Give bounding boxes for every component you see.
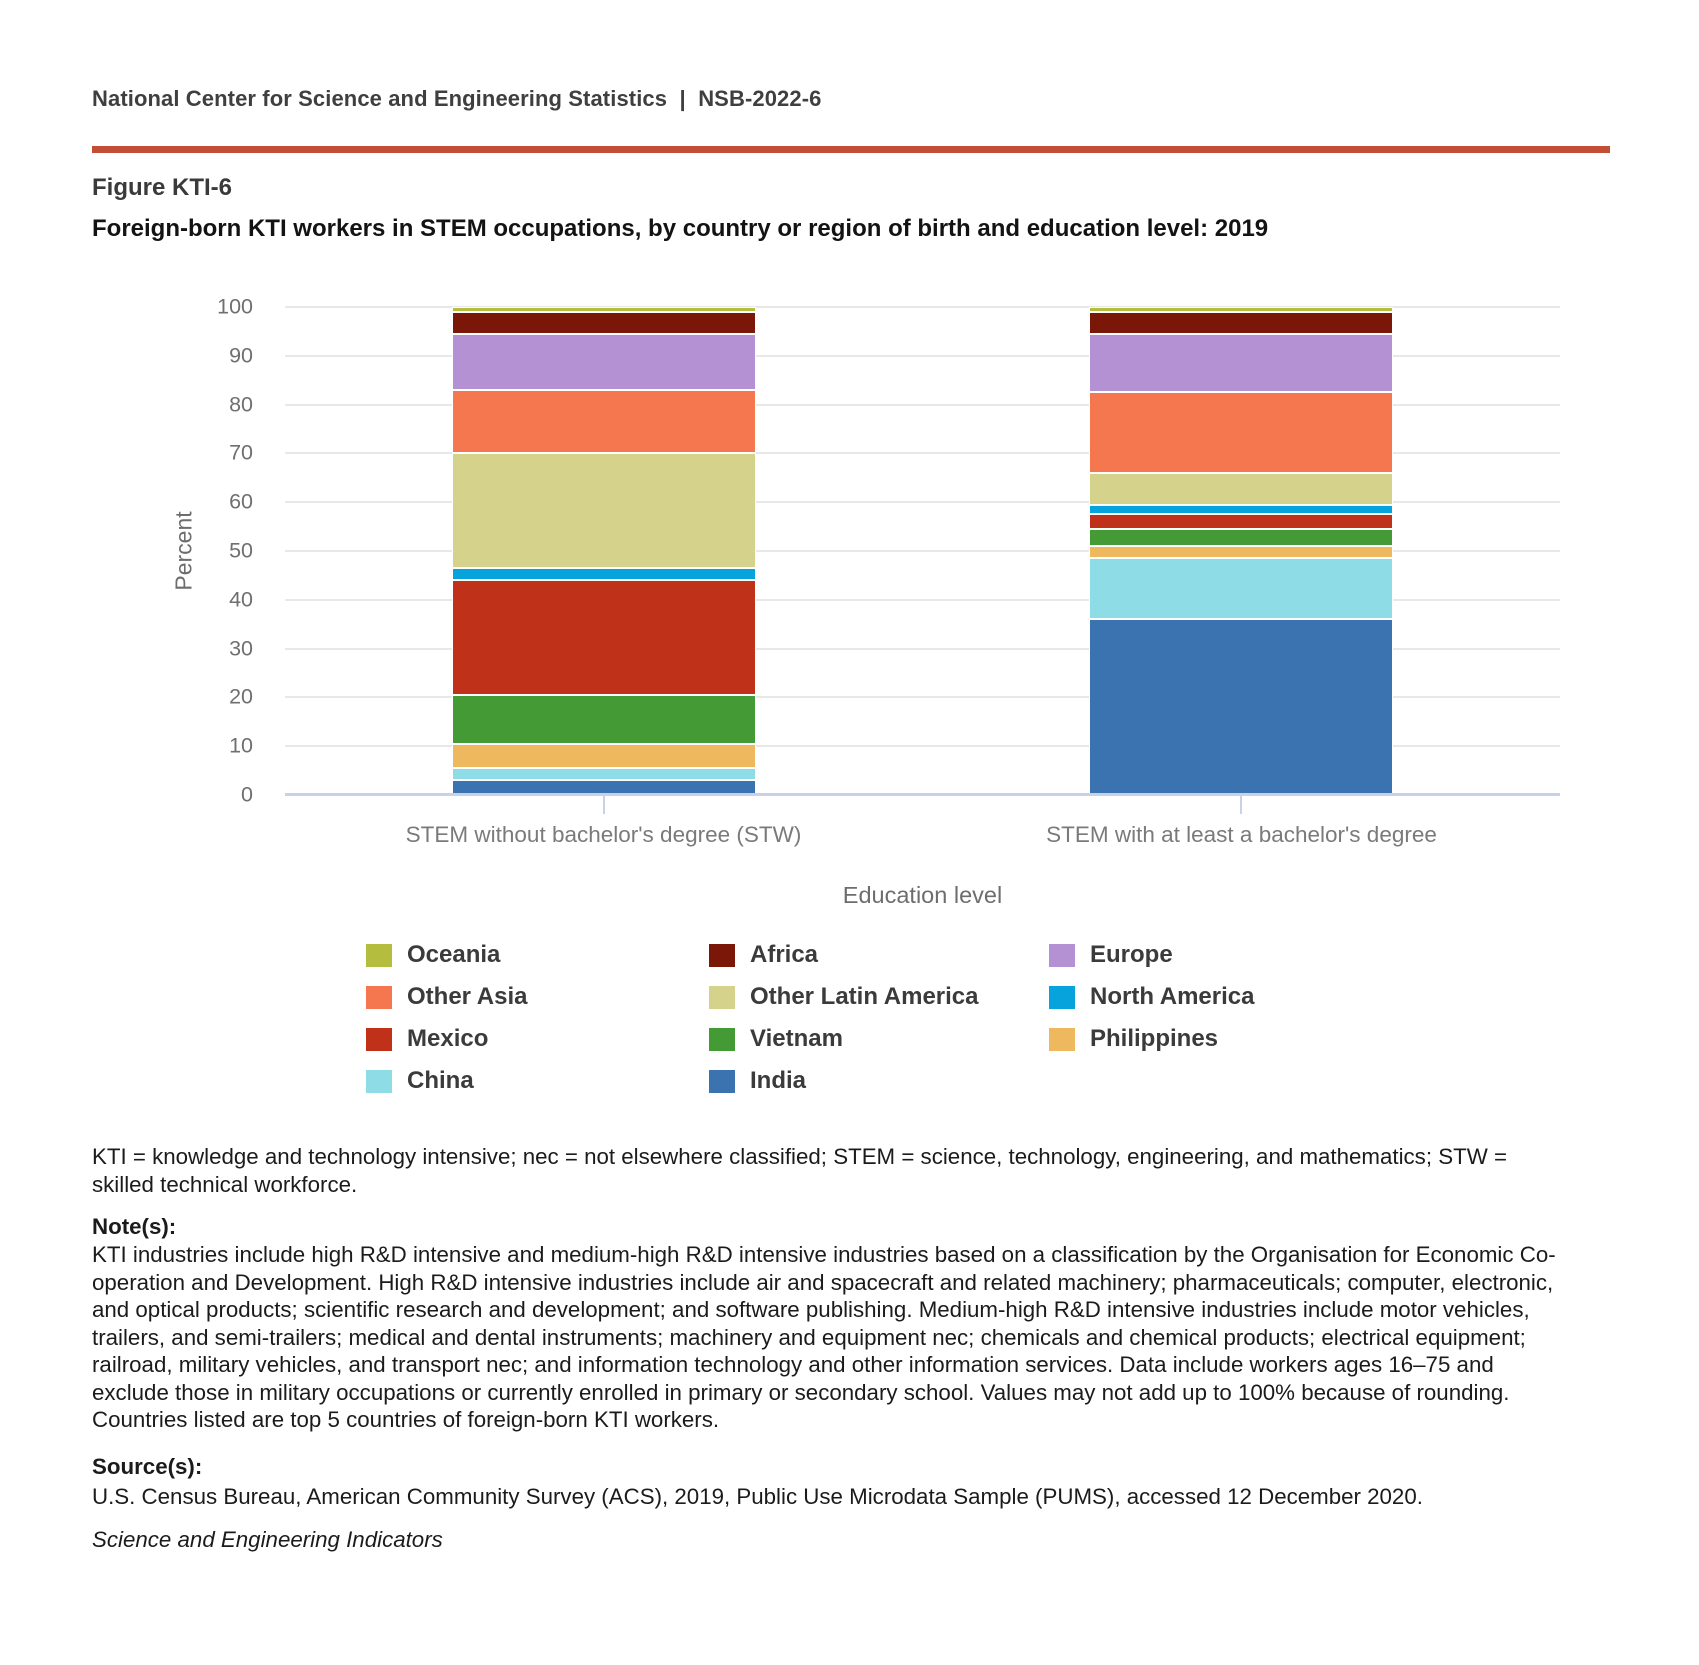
gridline-80 [285, 403, 1560, 406]
gridline-90 [285, 354, 1560, 357]
bar-segment-stem-with-at-least-a-bachelor-s-degree-india [1089, 619, 1394, 795]
gridline-20 [285, 696, 1560, 699]
bar-stem-with-at-least-a-bachelor-s-degree [1089, 307, 1394, 795]
legend-item-china: China [366, 1067, 709, 1095]
legend-swatch-oceania [366, 943, 392, 967]
gridline-70 [285, 452, 1560, 455]
legend-swatch-philippines [1049, 1027, 1075, 1051]
bar-segment-stem-with-at-least-a-bachelor-s-degree-oceania [1089, 307, 1394, 312]
bar-segment-stem-without-bachelor-s-degree-stw-europe [451, 333, 756, 390]
gridline-100 [285, 306, 1560, 308]
legend-label-other-latin-america: Other Latin America [750, 983, 979, 1010]
bar-segment-stem-with-at-least-a-bachelor-s-degree-africa [1089, 311, 1394, 334]
bar-segment-stem-with-at-least-a-bachelor-s-degree-vietnam [1089, 529, 1394, 547]
gridline-40 [285, 598, 1560, 601]
x-axis-line [285, 793, 1560, 796]
bar-segment-stem-without-bachelor-s-degree-stw-oceania [451, 307, 756, 312]
legend-label-china: China [407, 1067, 474, 1094]
legend-item-europe: Europe [1049, 941, 1379, 969]
bar-segment-stem-without-bachelor-s-degree-stw-other-asia [451, 389, 756, 454]
category-label-stw: STEM without bachelor's degree (STW) [405, 822, 802, 847]
publication-name: Science and Engineering Indicators [92, 1527, 443, 1552]
legend-item-oceania: Oceania [366, 941, 709, 969]
bar-segment-stem-with-at-least-a-bachelor-s-degree-philippines [1089, 546, 1394, 559]
y-tick-label-30: 30 [229, 636, 253, 661]
gridline-10 [285, 745, 1560, 748]
legend-item-north-america: North America [1049, 983, 1379, 1011]
source-heading: Source(s): [92, 1454, 203, 1479]
legend-swatch-vietnam [709, 1027, 735, 1051]
legend-swatch-india [709, 1069, 735, 1093]
y-tick-label-0: 0 [241, 782, 253, 807]
legend-swatch-mexico [366, 1027, 392, 1051]
plot-area [285, 306, 1560, 814]
legend-swatch-africa [709, 943, 735, 967]
chart-legend: Oceania Africa Europe Other Asia Other Latin… [366, 934, 1379, 1102]
legend-label-vietnam: Vietnam [750, 1025, 843, 1052]
bar-stem-without-bachelor-s-degree-stw [451, 307, 756, 795]
notes-paragraph: KTI industries include high R&D intensiv… [92, 1242, 1556, 1432]
figure-title: Foreign-born KTI workers in STEM occupat… [92, 215, 1269, 242]
report-header: National Center for Science and Engineer… [92, 86, 822, 111]
bar-segment-stem-with-at-least-a-bachelor-s-degree-other-asia [1089, 392, 1394, 473]
figure-label: Figure KTI-6 [92, 174, 233, 201]
notes-heading: Note(s): [92, 1214, 177, 1239]
legend-label-africa: Africa [750, 941, 819, 968]
y-tick-label-20: 20 [229, 684, 253, 709]
x-axis-tick-stem-with-at-least-a-bachelor-s-degree [1240, 795, 1243, 814]
y-tick-label-70: 70 [229, 440, 253, 465]
bar-segment-stem-without-bachelor-s-degree-stw-vietnam [451, 694, 756, 744]
legend-swatch-north-america [1049, 985, 1075, 1009]
legend-label-north-america: North America [1090, 983, 1255, 1010]
header-rule-divider [92, 146, 1610, 153]
legend-label-oceania: Oceania [407, 941, 501, 968]
y-tick-label-90: 90 [229, 343, 253, 368]
bar-segment-stem-without-bachelor-s-degree-stw-china [451, 768, 756, 781]
legend-item-africa: Africa [709, 941, 1049, 969]
legend-label-philippines: Philippines [1090, 1025, 1219, 1052]
legend-item-other-asia: Other Asia [366, 983, 709, 1011]
abbreviation-note: KTI = knowledge and technology intensive… [92, 1144, 1507, 1197]
y-tick-label-60: 60 [229, 489, 253, 514]
bar-segment-stem-without-bachelor-s-degree-stw-africa [451, 311, 756, 334]
legend-label-europe: Europe [1090, 941, 1173, 968]
legend-item-philippines: Philippines [1049, 1025, 1379, 1053]
legend-item-other-latin-america: Other Latin America [709, 983, 1049, 1011]
x-axis-title: Education level [842, 882, 1003, 908]
legend-swatch-other-latin-america [709, 985, 735, 1009]
stacked-bar-chart: Percent 0 10 20 30 40 50 60 70 80 90 100 STEM with… [92, 270, 1632, 920]
y-tick-label-100: 100 [217, 294, 253, 319]
bar-segment-stem-with-at-least-a-bachelor-s-degree-mexico [1089, 514, 1394, 530]
bar-segment-stem-with-at-least-a-bachelor-s-degree-europe [1089, 333, 1394, 393]
y-tick-label-50: 50 [229, 538, 253, 563]
bar-segment-stem-without-bachelor-s-degree-stw-mexico [451, 580, 756, 695]
x-axis-category-labels: STEM without bachelor's degree (STW) STE… [285, 822, 1560, 854]
legend-item-vietnam: Vietnam [709, 1025, 1049, 1053]
bar-segment-stem-with-at-least-a-bachelor-s-degree-china [1089, 558, 1394, 620]
y-tick-label-80: 80 [229, 392, 253, 417]
y-tick-label-10: 10 [229, 733, 253, 758]
y-axis-tick-labels: 0 10 20 30 40 50 60 70 80 90 100 [92, 295, 253, 807]
legend-item-mexico: Mexico [366, 1025, 709, 1053]
gridline-50 [285, 550, 1560, 552]
legend-swatch-other-asia [366, 985, 392, 1009]
legend-swatch-europe [1049, 943, 1075, 967]
legend-label-india: India [750, 1067, 807, 1094]
legend-swatch-china [366, 1069, 392, 1093]
legend-label-other-asia: Other Asia [407, 983, 528, 1010]
source-paragraph: U.S. Census Bureau, American Community S… [92, 1484, 1423, 1509]
gridline-60 [285, 501, 1560, 504]
category-label-bachelors: STEM with at least a bachelor's degree [1046, 822, 1437, 847]
legend-item-india: India [709, 1067, 1049, 1095]
bar-segment-stem-without-bachelor-s-degree-stw-other-latin-america [451, 453, 756, 569]
y-tick-label-40: 40 [229, 587, 253, 612]
gridline-30 [285, 647, 1560, 650]
legend-label-mexico: Mexico [407, 1025, 489, 1052]
x-axis-tick-stem-without-bachelor-s-degree-stw [602, 795, 605, 814]
bar-segment-stem-without-bachelor-s-degree-stw-north-america [451, 568, 756, 581]
bar-segment-stem-with-at-least-a-bachelor-s-degree-north-america [1089, 504, 1394, 515]
bar-segment-stem-without-bachelor-s-degree-stw-philippines [451, 743, 756, 769]
bar-segment-stem-with-at-least-a-bachelor-s-degree-other-latin-america [1089, 472, 1394, 505]
